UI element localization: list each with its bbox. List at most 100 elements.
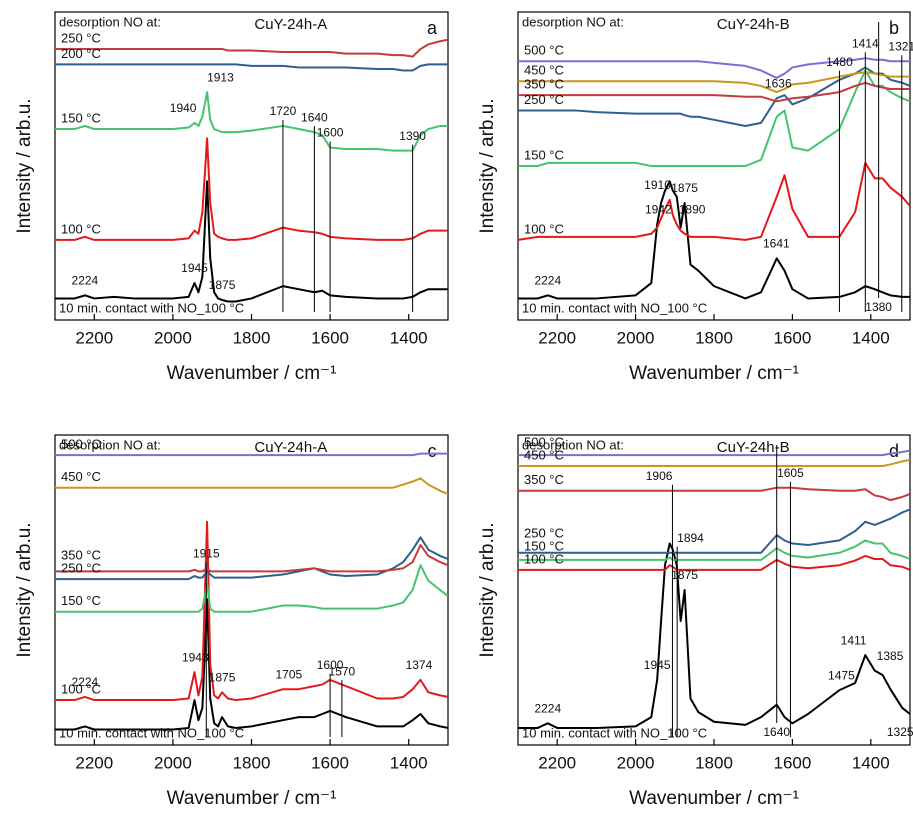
plot-frame xyxy=(54,11,449,321)
peak-label: 2224 xyxy=(72,675,99,689)
peak-label: 2224 xyxy=(534,274,561,288)
peak-label: 1942 xyxy=(645,203,672,217)
spectrum-line xyxy=(55,91,448,152)
spectrum-line xyxy=(55,63,448,72)
peak-label: 1640 xyxy=(301,110,328,124)
x-tick-label: 2200 xyxy=(75,753,113,772)
panel: 2200 2000 1800 1600 1400 Wavenumber / cm⁻¹ Int… xyxy=(477,434,913,809)
plot-area xyxy=(55,452,448,731)
series-label: 10 min. contact with NO_100 °C xyxy=(59,300,244,315)
peak-label: 1475 xyxy=(828,668,855,682)
spectrum-line xyxy=(518,458,910,467)
series-label: 100 °C xyxy=(61,221,101,236)
x-axis-label: Wavenumber / cm⁻¹ xyxy=(167,363,337,384)
peak-label: 1875 xyxy=(209,278,236,292)
peak-label: 1480 xyxy=(826,55,853,69)
peak-label: 1943 xyxy=(182,650,209,664)
x-tick-label: 1600 xyxy=(311,753,349,772)
spectrum-line xyxy=(518,69,910,167)
peak-label: 1915 xyxy=(193,546,220,560)
peak-label: 1325 xyxy=(887,725,913,739)
panel-title: CuY-24h-B xyxy=(717,16,790,33)
y-axis-label: Intensity / arb.u. xyxy=(477,522,498,657)
x-tick-label: 2000 xyxy=(154,328,192,347)
peak-label: 1875 xyxy=(209,670,236,684)
series-label: 10 min. contact with NO_100 °C xyxy=(59,725,244,740)
y-axis-label: Intensity / arb.u. xyxy=(14,522,35,657)
series-label: 200 °C xyxy=(61,46,101,61)
peak-label: 1600 xyxy=(317,658,344,672)
spectrum-line xyxy=(518,161,910,241)
spectrum-line xyxy=(55,564,448,613)
peak-label: 1570 xyxy=(329,664,356,678)
x-tick-label: 1400 xyxy=(390,753,428,772)
x-tick-label: 1600 xyxy=(773,328,811,347)
x-tick-label: 2000 xyxy=(154,753,192,772)
peak-label: 1890 xyxy=(679,203,706,217)
peak-label: 1385 xyxy=(877,649,904,663)
series-label: 500 °C xyxy=(524,43,564,58)
peak-label: 1940 xyxy=(170,101,197,115)
y-axis-label: Intensity / arb.u. xyxy=(14,98,35,233)
series-label: 150 °C xyxy=(61,110,101,125)
panel-letter: c xyxy=(428,441,437,461)
peak-label: 1380 xyxy=(865,300,892,314)
x-tick-label: 1400 xyxy=(390,328,428,347)
series-label: 250 °C xyxy=(61,561,101,576)
series-label: 350 °C xyxy=(524,77,564,92)
panel-letter: d xyxy=(889,441,899,461)
spectrum-line xyxy=(55,544,448,573)
spectrum-line xyxy=(55,452,448,457)
peak-label: 1600 xyxy=(317,126,344,140)
series-label: 100 °C xyxy=(524,221,564,236)
spectrum-line xyxy=(518,66,910,127)
peak-label: 1945 xyxy=(181,261,208,275)
spectrum-line xyxy=(55,38,448,58)
x-tick-label: 1800 xyxy=(695,753,733,772)
x-tick-label: 2000 xyxy=(617,753,655,772)
legend-title: desorption NO at: xyxy=(522,437,624,452)
peak-label: 1636 xyxy=(765,76,792,90)
plot-area xyxy=(55,38,448,303)
series-label: 100 °C xyxy=(61,681,101,696)
spectrum-line xyxy=(518,508,910,554)
peak-label: 1374 xyxy=(406,658,433,672)
peak-label: 1720 xyxy=(270,104,297,118)
panel: 2200 2000 1800 1600 1400 Wavenumber / cm⁻¹ Int… xyxy=(477,11,913,384)
spectrum-line xyxy=(518,449,910,457)
x-tick-label: 1400 xyxy=(852,753,890,772)
panel-letter: a xyxy=(427,18,438,38)
series-label: 450 °C xyxy=(524,63,564,78)
peak-label: 1411 xyxy=(841,633,867,647)
spectrum-line xyxy=(518,180,910,300)
legend-title: desorption NO at: xyxy=(59,14,161,29)
peak-label: 1913 xyxy=(207,70,234,84)
series-label: 500 °C xyxy=(61,437,101,452)
spectrum-line xyxy=(55,477,448,495)
panel: 2200 2000 1800 1600 1400 Wavenumber / cm⁻¹ Int… xyxy=(14,434,449,809)
peak-label: 2224 xyxy=(534,701,561,715)
x-tick-label: 1800 xyxy=(233,328,271,347)
x-tick-label: 2200 xyxy=(538,753,576,772)
peak-label: 1910 xyxy=(644,178,671,192)
x-tick-label: 1400 xyxy=(852,328,890,347)
series-label: 350 °C xyxy=(524,472,564,487)
peak-label: 1321 xyxy=(888,39,913,53)
series-label: 10 min. contact with NO_100 °C xyxy=(522,725,707,740)
x-tick-label: 1600 xyxy=(773,753,811,772)
x-tick-label: 2200 xyxy=(75,328,113,347)
peak-label: 1945 xyxy=(644,658,671,672)
spectrum-line xyxy=(55,520,448,702)
peak-label: 1414 xyxy=(852,36,879,50)
spectrum-line xyxy=(518,71,910,94)
spectrum-line xyxy=(518,57,910,79)
peak-label: 1641 xyxy=(763,237,790,251)
peak-label: 1906 xyxy=(646,469,673,483)
peak-label: 1894 xyxy=(677,531,704,545)
legend-title: desorption NO at: xyxy=(59,437,161,452)
series-label: 450 °C xyxy=(61,469,101,484)
series-label: 350 °C xyxy=(61,548,101,563)
x-tick-label: 1600 xyxy=(311,328,349,347)
spectrum-line xyxy=(518,554,910,571)
